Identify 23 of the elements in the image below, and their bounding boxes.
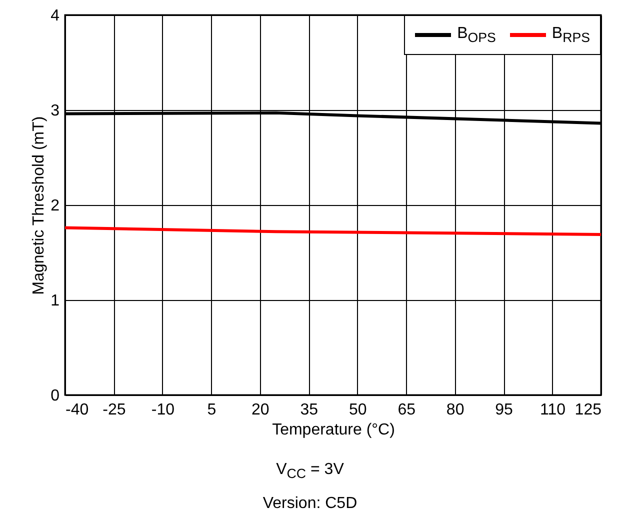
- text: Version: C5D: [262, 494, 358, 514]
- y-tick-label: 4: [50, 8, 60, 24]
- x-tick-label: 110: [540, 402, 566, 418]
- x-tick-label: 80: [446, 402, 464, 418]
- x-tick-label: -25: [102, 402, 126, 418]
- x-tick-label: 125: [574, 402, 602, 418]
- x-tick-label: 35: [300, 402, 318, 418]
- x-tick-label: 50: [348, 402, 367, 418]
- x-tick-label: 5: [207, 402, 216, 418]
- x-tick-label: 20: [252, 402, 270, 418]
- legend-label: B$_{OPS}$: [457, 24, 496, 46]
- x-tick-label: -40: [66, 402, 89, 418]
- x-axis-title: Temperature (°C): [272, 422, 395, 438]
- y-tick-label: 3: [50, 102, 60, 120]
- y-tick-label: 1: [50, 292, 60, 310]
- y-tick-label: 2: [50, 198, 60, 214]
- x-tick-label: 65: [398, 402, 416, 418]
- x-tick-label: -10: [151, 402, 175, 418]
- text: V$_{CC}$ = 3V: [275, 460, 345, 484]
- y-tick-label: 0: [50, 388, 60, 404]
- x-tick-label: 95: [495, 402, 514, 418]
- y-axis-title: Magnetic Threshold (mT): [30, 116, 48, 295]
- legend-label: B$_{RPS}$: [552, 24, 590, 46]
